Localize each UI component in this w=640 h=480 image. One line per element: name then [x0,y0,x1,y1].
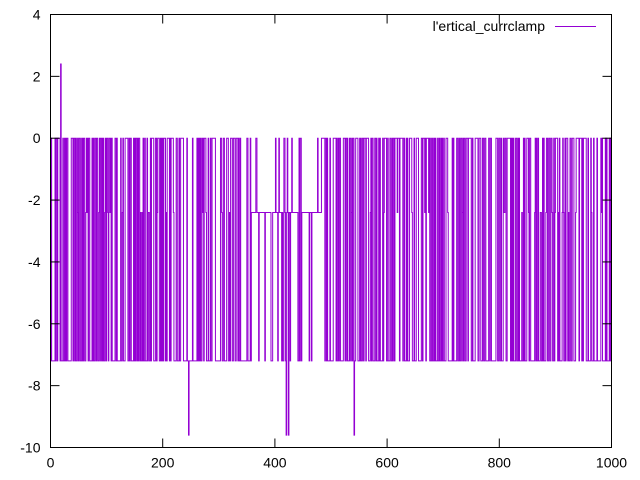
x-tick-label: 400 [263,455,287,471]
y-tick-label: -4 [28,254,41,270]
y-tick-label: -8 [28,378,41,394]
x-tick-label: 600 [375,455,399,471]
y-tick-label: -10 [20,440,40,456]
x-tick-label: 1000 [596,455,627,471]
y-tick-label: -2 [28,192,41,208]
series-layer [50,63,612,436]
legend: l'ertical_currclamp [433,18,596,34]
x-tick-label: 0 [47,455,55,471]
x-tick-label: 800 [488,455,512,471]
y-tick-label: 4 [33,7,41,23]
y-tick-label: 0 [33,130,41,146]
y-tick-label: -6 [28,316,41,332]
legend-label: l'ertical_currclamp [433,18,546,34]
x-tick-label: 200 [151,455,175,471]
plot-frame [50,14,612,448]
y-tick-label: 2 [33,68,41,84]
series-line [50,63,612,436]
ticks-layer: 4 2 0 -2 -4 -6 -8 -10 0 200 400 600 800 1000 [20,7,627,471]
